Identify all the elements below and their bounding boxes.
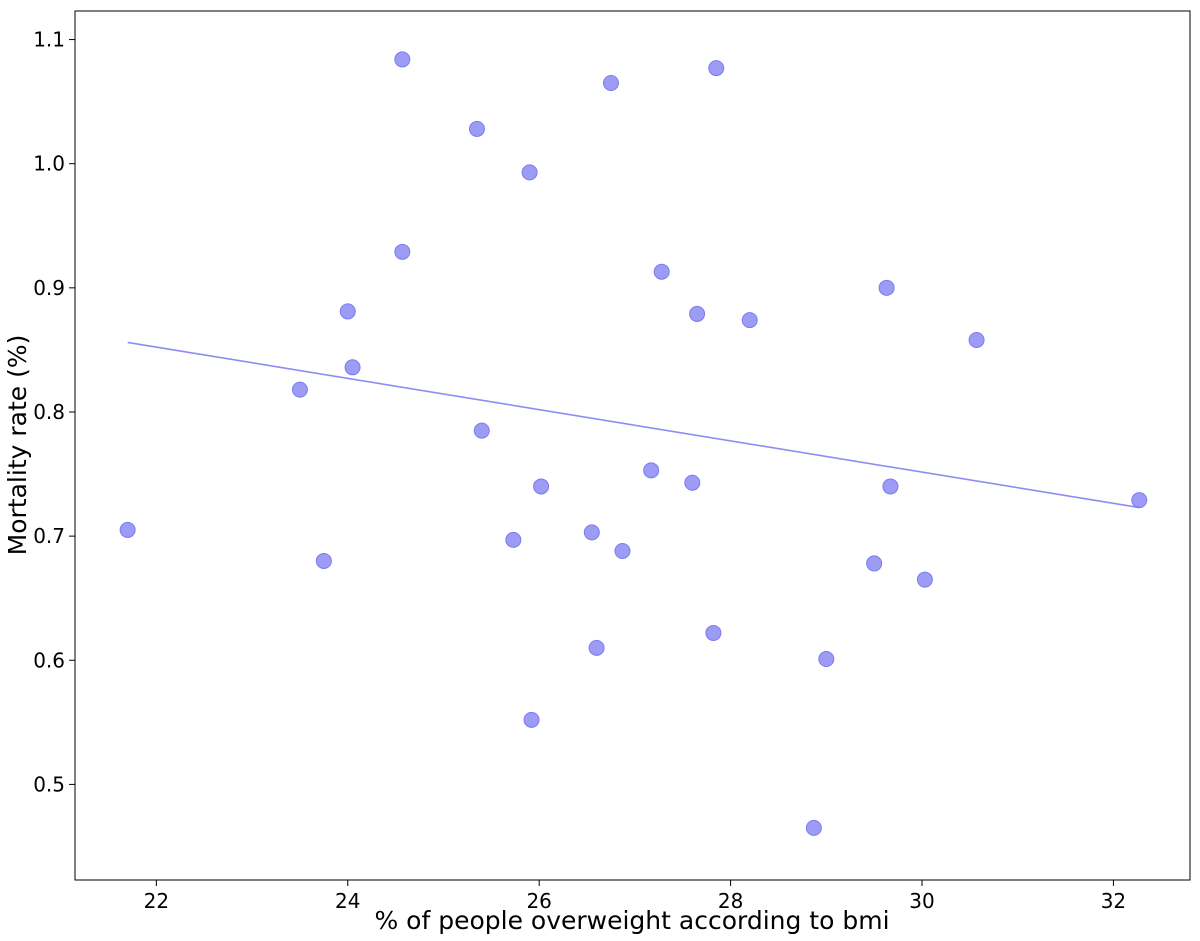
trend-line <box>127 341 1140 509</box>
y-tick-label: 0.9 <box>33 276 65 300</box>
data-point <box>1131 492 1148 509</box>
data-point <box>866 555 883 572</box>
y-tick-label: 0.8 <box>33 400 65 424</box>
x-tick-label: 32 <box>1101 889 1126 913</box>
plot-area <box>119 51 1148 836</box>
data-point <box>291 381 308 398</box>
x-tick-label: 22 <box>144 889 169 913</box>
y-tick-label: 0.6 <box>33 648 65 672</box>
data-point <box>468 120 485 137</box>
axis-ticks: 22 24 26 28 30 32 0.5 0.6 0.7 0.8 0.9 1.0 1.1 <box>33 28 1126 913</box>
data-point <box>315 552 332 569</box>
data-point <box>705 624 722 641</box>
data-point <box>602 75 619 92</box>
y-tick-label: 0.7 <box>33 524 65 548</box>
data-point <box>394 51 411 68</box>
data-point <box>818 651 835 668</box>
data-point <box>805 819 822 836</box>
x-tick-label: 30 <box>909 889 934 913</box>
data-point <box>882 478 899 495</box>
data-point <box>684 474 701 491</box>
y-tick-label: 1.0 <box>33 152 65 176</box>
y-tick-label: 1.1 <box>33 28 65 52</box>
axes-frame <box>74 10 1191 881</box>
x-axis-title: % of people overweight according to bmi <box>374 906 889 935</box>
data-point <box>653 263 670 280</box>
data-point <box>708 60 725 77</box>
data-point <box>689 305 706 322</box>
y-axis-title: Mortality rate (%) <box>3 335 32 556</box>
data-point <box>741 312 758 329</box>
data-point <box>916 571 933 588</box>
data-point <box>473 422 490 439</box>
y-tick-label: 0.5 <box>33 772 65 796</box>
data-point <box>533 478 550 495</box>
x-tick-label: 28 <box>718 889 743 913</box>
data-point <box>523 711 540 728</box>
data-point <box>339 303 356 320</box>
data-point <box>588 639 605 656</box>
data-point <box>394 243 411 260</box>
data-point <box>521 164 538 181</box>
data-point <box>344 359 361 376</box>
data-point <box>583 524 600 541</box>
data-point <box>878 279 895 296</box>
data-point <box>643 462 660 479</box>
data-point <box>119 521 136 538</box>
data-point <box>968 331 985 348</box>
data-point <box>505 531 522 548</box>
data-point <box>614 543 631 560</box>
x-tick-label: 26 <box>526 889 551 913</box>
x-tick-label: 24 <box>335 889 360 913</box>
